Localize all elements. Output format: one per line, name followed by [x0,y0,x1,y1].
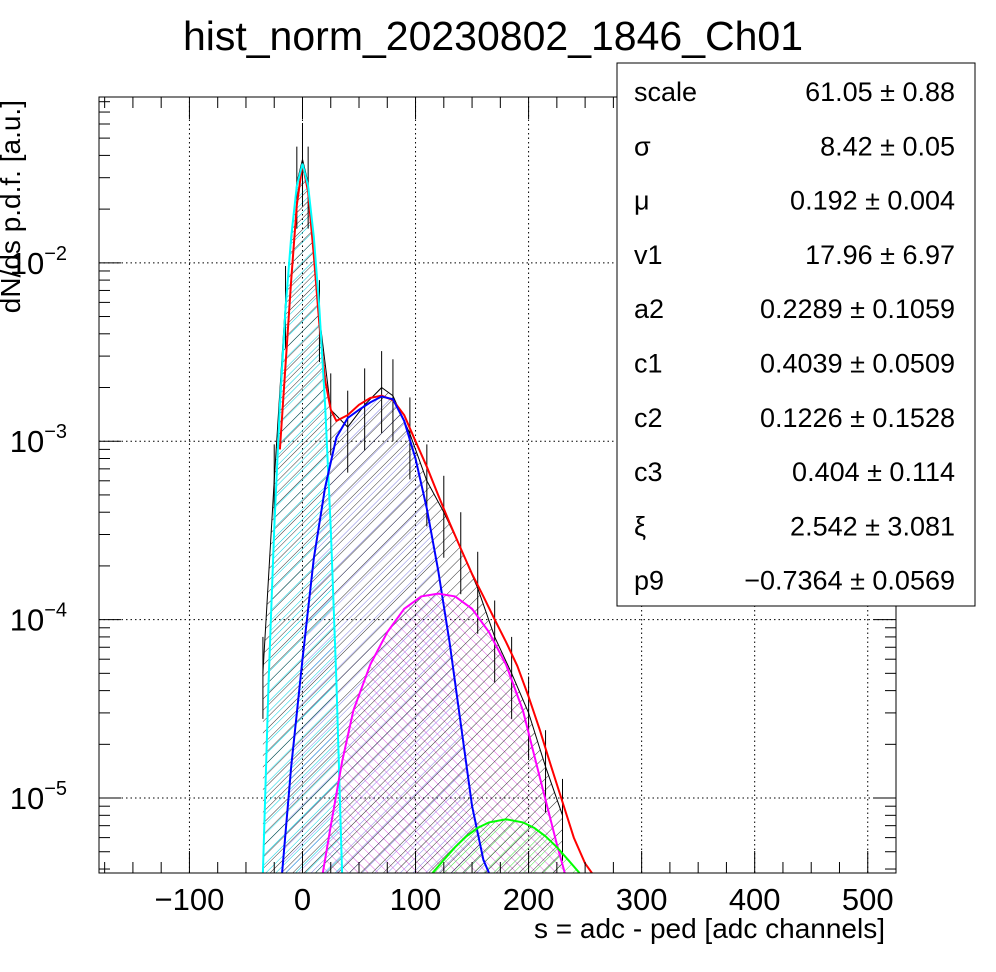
stats-row-value: 0.4039 ± 0.0509 [760,349,955,379]
y-tick-exponent: −3 [44,421,67,443]
x-tick-label: 100 [390,882,442,917]
y-tick-label: 10−3 [10,421,67,459]
stats-row-value: 61.05 ± 0.88 [805,77,955,107]
component-curve-4 [321,592,566,873]
y-tick-label: 10−5 [10,778,67,816]
stats-row-name: a2 [634,294,664,324]
x-tick-label: −100 [155,882,225,917]
stats-row-value: −0.7364 ± 0.0569 [744,566,955,596]
y-tick-exponent: −4 [44,600,67,622]
component-curve-5 [431,818,581,873]
x-axis-label: s = adc - ped [adc channels] [534,913,885,944]
x-axis: −100 0 100 200 300 400 500 [104,97,897,917]
y-axis-label: dN/ds p.d.f. [a.u.] [0,100,26,313]
stats-row-name: p9 [634,566,664,596]
stats-box: scale 61.05 ± 0.88 σ 8.42 ± 0.05 μ 0.192 ± 0.… [616,62,976,607]
stats-row-value: 8.42 ± 0.05 [820,131,955,161]
x-tick-label: 200 [503,882,555,917]
component-curve-3 [281,395,490,873]
stats-row-name: σ [634,131,651,161]
x-tick-label: 0 [294,882,311,917]
stats-row-value: 0.192 ± 0.004 [790,186,955,216]
stats-row-name: c3 [634,457,663,487]
data-histogram [262,122,564,873]
y-tick-label: 10−4 [10,600,67,638]
stats-row-name: c1 [634,349,663,379]
stats-row-name: μ [634,186,650,216]
x-tick-label: 500 [842,882,894,917]
y-tick-exponent: −5 [44,778,67,800]
y-tick-exponent: −2 [44,243,67,265]
stats-row-name: ξ [634,511,646,541]
component-curve-2 [261,163,344,873]
stats-row-name: c2 [634,403,663,433]
stats-row-name: v1 [634,240,663,270]
stats-row-value: 0.1226 ± 0.1528 [760,403,955,433]
fit-curves [261,163,593,873]
x-tick-label: 300 [616,882,668,917]
stats-row-name: scale [634,77,697,107]
stats-row-value: 17.96 ± 6.97 [805,240,955,270]
total-fit-curve [278,163,593,873]
stats-row-value: 0.404 ± 0.114 [792,457,955,487]
histogram-area [262,159,563,873]
stats-row-value: 0.2289 ± 0.1059 [760,294,955,324]
stats-box-frame [616,62,976,607]
chart-title: hist_norm_20230802_1846_Ch01 [183,13,803,59]
stats-row-value: 2.542 ± 3.081 [790,511,955,541]
x-tick-label: 400 [729,882,781,917]
stats-rows: scale 61.05 ± 0.88 σ 8.42 ± 0.05 μ 0.192 ± 0.… [634,77,955,596]
